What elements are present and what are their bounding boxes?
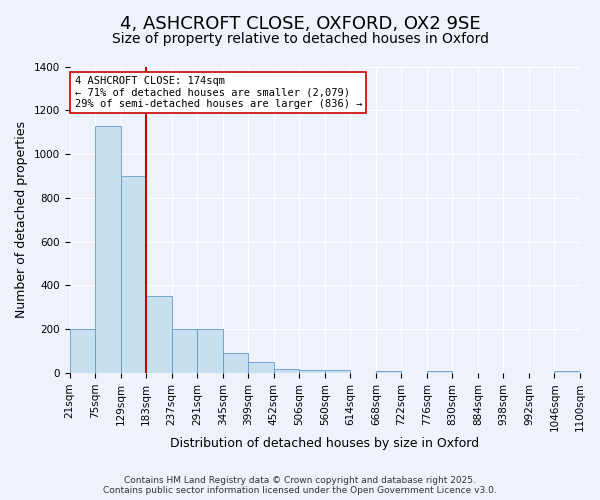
- Bar: [70, 330, 95, 373]
- Bar: [554, 371, 580, 373]
- Text: Size of property relative to detached houses in Oxford: Size of property relative to detached ho…: [112, 32, 488, 46]
- Bar: [172, 330, 197, 373]
- Bar: [299, 370, 325, 373]
- Bar: [248, 362, 274, 373]
- Bar: [376, 371, 401, 373]
- Bar: [427, 371, 452, 373]
- Bar: [223, 354, 248, 373]
- Bar: [146, 296, 172, 373]
- Bar: [121, 176, 146, 373]
- X-axis label: Distribution of detached houses by size in Oxford: Distribution of detached houses by size …: [170, 437, 479, 450]
- Text: 4 ASHCROFT CLOSE: 174sqm
← 71% of detached houses are smaller (2,079)
29% of sem: 4 ASHCROFT CLOSE: 174sqm ← 71% of detach…: [74, 76, 362, 109]
- Bar: [325, 370, 350, 373]
- Bar: [197, 330, 223, 373]
- Y-axis label: Number of detached properties: Number of detached properties: [15, 122, 28, 318]
- Text: Contains HM Land Registry data © Crown copyright and database right 2025.
Contai: Contains HM Land Registry data © Crown c…: [103, 476, 497, 495]
- Text: 4, ASHCROFT CLOSE, OXFORD, OX2 9SE: 4, ASHCROFT CLOSE, OXFORD, OX2 9SE: [119, 15, 481, 33]
- Bar: [95, 126, 121, 373]
- Bar: [274, 368, 299, 373]
